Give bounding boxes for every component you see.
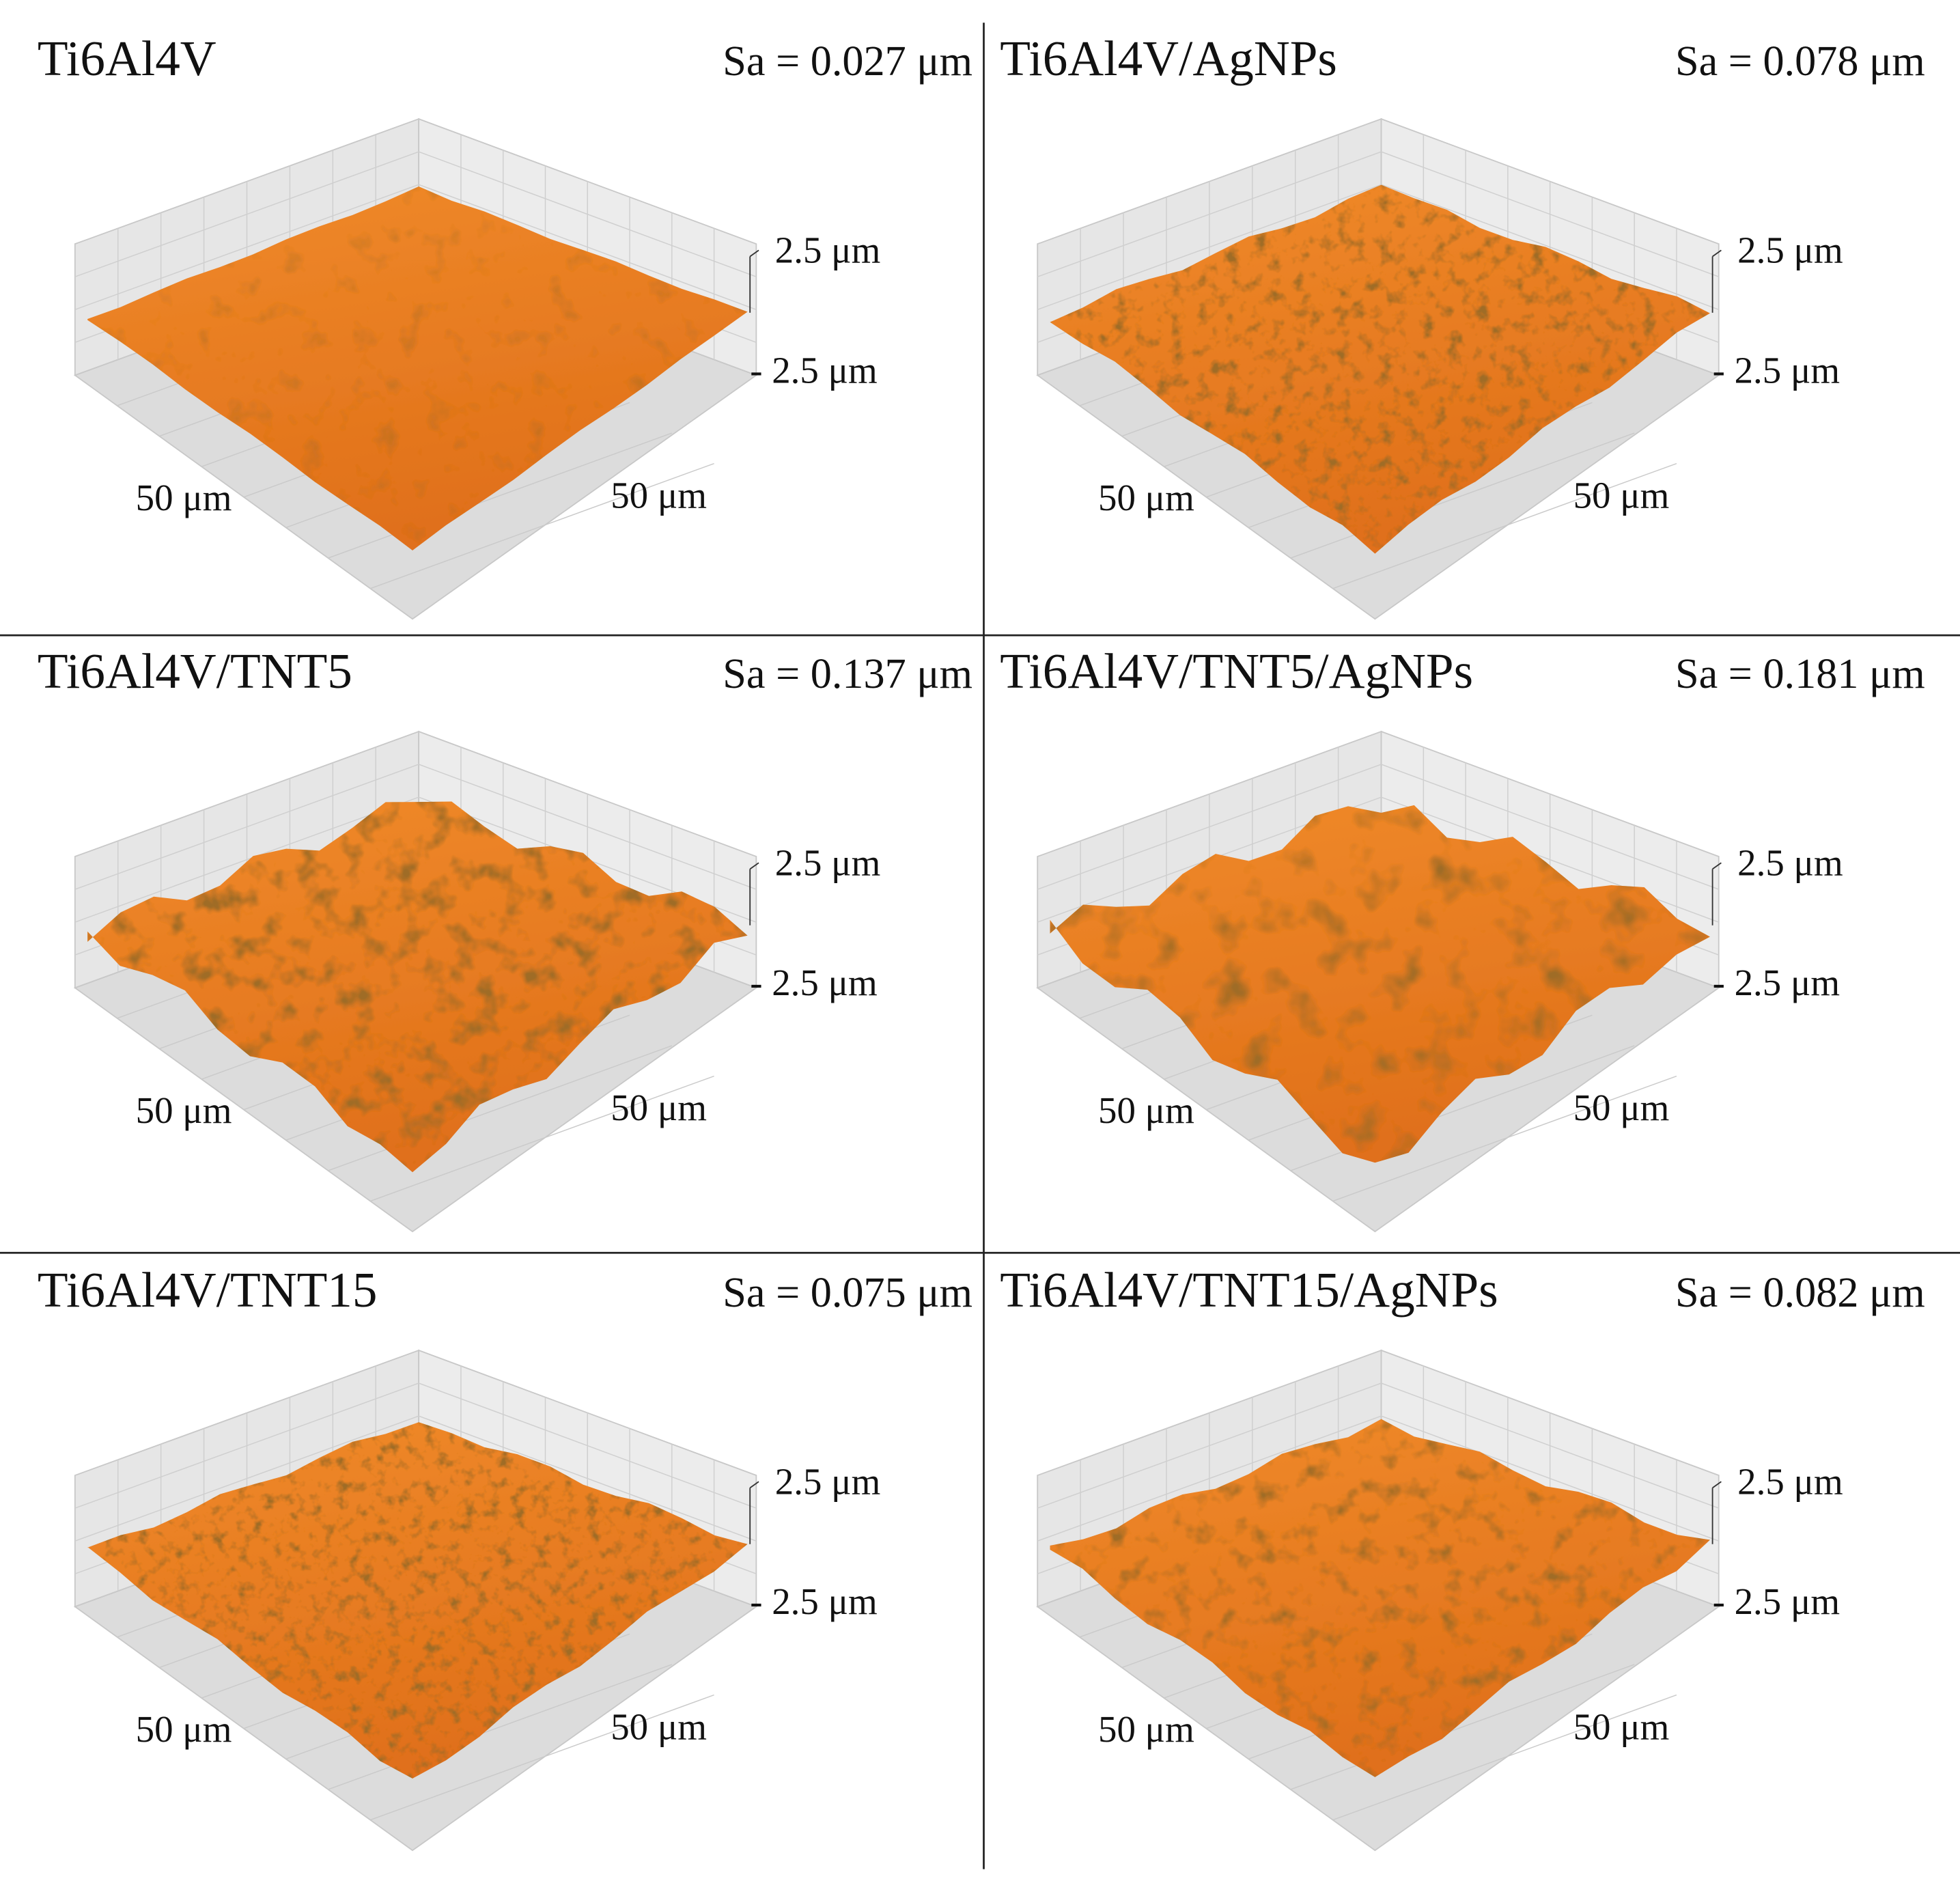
floor-grid bbox=[1290, 1664, 1635, 1790]
z-min-label: - 2.5 μm bbox=[750, 1580, 878, 1622]
floor-grid bbox=[1332, 1075, 1677, 1202]
z-tick bbox=[749, 1481, 759, 1489]
z-min-label: - 2.5 μm bbox=[750, 349, 878, 391]
y-axis-label: 50 μm bbox=[611, 474, 707, 516]
wall-grid bbox=[1037, 1382, 1719, 1509]
wall-grid bbox=[74, 184, 757, 310]
floor-grid bbox=[328, 1045, 673, 1171]
x-axis-label: 50 μm bbox=[1098, 1089, 1194, 1131]
z-max-label: 2.5 μm bbox=[1737, 1461, 1843, 1503]
surface bbox=[87, 1422, 748, 1779]
surface bbox=[1050, 184, 1710, 554]
panel-title: Ti6Al4V/AgNPs bbox=[1000, 31, 1337, 86]
wall-grid bbox=[74, 796, 757, 923]
surface bbox=[1050, 1419, 1710, 1777]
panel-title: Ti6Al4V bbox=[38, 31, 216, 86]
x-axis-label: 50 μm bbox=[136, 477, 232, 518]
roughness: Sa = 0.181 μm bbox=[1675, 651, 1925, 697]
z-min-label: - 2.5 μm bbox=[1713, 962, 1840, 1003]
panel: Ti6Al4V/TNT5 Sa = 0.137 μm 2.5 μm - 2.5 μm 5… bbox=[38, 643, 972, 1233]
wall-grid bbox=[1037, 796, 1719, 923]
x-axis-label: 50 μm bbox=[136, 1708, 232, 1750]
roughness: Sa = 0.075 μm bbox=[723, 1270, 972, 1316]
x-axis-label: 50 μm bbox=[136, 1089, 232, 1131]
wall-grid bbox=[74, 764, 757, 890]
panel: Ti6Al4V Sa = 0.027 μm 2.5 μm - 2.5 μm 50 μm 5… bbox=[38, 31, 972, 620]
z-max-label: 2.5 μm bbox=[775, 1461, 881, 1503]
z-tick bbox=[1712, 862, 1722, 870]
x-axis-label: 50 μm bbox=[1098, 1708, 1194, 1750]
wall-grid bbox=[74, 1415, 757, 1542]
z-min-label: - 2.5 μm bbox=[1713, 349, 1840, 391]
panel-title: Ti6Al4V/TNT15 bbox=[38, 1262, 378, 1318]
roughness: Sa = 0.027 μm bbox=[723, 38, 972, 85]
wall-grid bbox=[1037, 151, 1719, 277]
wall-grid bbox=[1037, 764, 1719, 890]
wall-grid bbox=[1037, 184, 1719, 310]
panel: Ti6Al4V/AgNPs Sa = 0.078 μm 2.5 μm - 2.5 μm… bbox=[1000, 31, 1925, 620]
z-max-label: 2.5 μm bbox=[775, 842, 881, 884]
wall-grid bbox=[74, 151, 757, 277]
panel: Ti6Al4V/TNT5/AgNPs Sa = 0.181 μm 2.5 μm - 2… bbox=[1000, 643, 1925, 1233]
y-axis-label: 50 μm bbox=[611, 1705, 707, 1747]
z-tick bbox=[1712, 249, 1722, 257]
z-max-label: 2.5 μm bbox=[1737, 229, 1843, 271]
floor-grid bbox=[1290, 432, 1635, 559]
z-max-label: 2.5 μm bbox=[775, 229, 881, 271]
surface bbox=[1050, 805, 1710, 1163]
panel-title: Ti6Al4V/TNT5 bbox=[38, 643, 352, 699]
panel-title: Ti6Al4V/TNT15/AgNPs bbox=[1000, 1262, 1498, 1318]
z-max-label: 2.5 μm bbox=[1737, 842, 1843, 884]
y-axis-label: 50 μm bbox=[1573, 474, 1670, 516]
z-min-label: - 2.5 μm bbox=[750, 962, 878, 1003]
z-tick bbox=[749, 862, 759, 870]
y-axis-label: 50 μm bbox=[1573, 1705, 1670, 1747]
y-axis-label: 50 μm bbox=[1573, 1087, 1670, 1128]
z-tick bbox=[749, 249, 759, 257]
surface bbox=[87, 186, 748, 551]
floor-grid bbox=[369, 462, 714, 589]
roughness: Sa = 0.137 μm bbox=[723, 651, 972, 697]
floor-grid bbox=[1332, 1694, 1677, 1821]
y-axis-label: 50 μm bbox=[611, 1087, 707, 1128]
wall-grid bbox=[1037, 1415, 1719, 1542]
surface bbox=[87, 801, 748, 1173]
z-tick bbox=[1712, 1481, 1722, 1489]
x-axis-label: 50 μm bbox=[1098, 477, 1194, 518]
floor-grid bbox=[1332, 462, 1677, 589]
wall-grid bbox=[74, 1382, 757, 1509]
floor-grid bbox=[328, 1664, 673, 1790]
panel: Ti6Al4V/TNT15/AgNPs Sa = 0.082 μm 2.5 μm - … bbox=[1000, 1262, 1925, 1852]
z-min-label: - 2.5 μm bbox=[1713, 1580, 1840, 1622]
roughness: Sa = 0.078 μm bbox=[1675, 38, 1925, 85]
roughness: Sa = 0.082 μm bbox=[1675, 1270, 1925, 1316]
panel: Ti6Al4V/TNT15 Sa = 0.075 μm 2.5 μm - 2.5 μm… bbox=[38, 1262, 972, 1852]
panel-title: Ti6Al4V/TNT5/AgNPs bbox=[1000, 643, 1473, 699]
floor-grid bbox=[328, 432, 673, 559]
floor-grid bbox=[369, 1075, 714, 1202]
floor-grid bbox=[369, 1694, 714, 1821]
